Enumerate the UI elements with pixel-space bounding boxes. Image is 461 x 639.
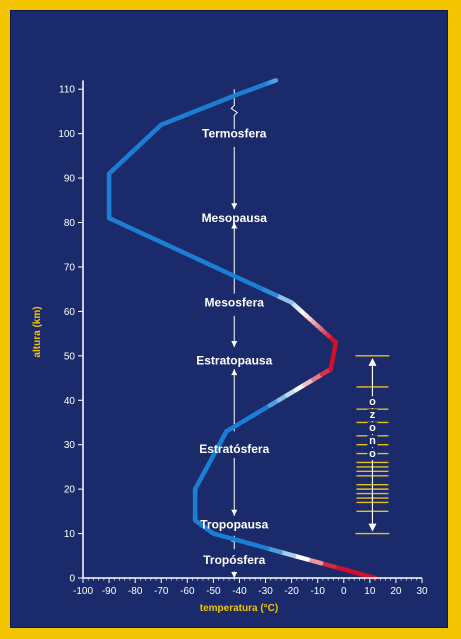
layer-label: Termosfera xyxy=(202,127,267,141)
temperature-profile-segment xyxy=(332,564,351,573)
ozone-letter: o xyxy=(369,448,376,460)
temperature-profile-segment xyxy=(213,265,234,277)
layer-label: Mesosfera xyxy=(205,296,265,310)
x-tick-label: -20 xyxy=(284,586,299,597)
temperature-profile-segment xyxy=(198,258,218,270)
ozone-letter-bg xyxy=(367,448,378,461)
x-tick-label: -30 xyxy=(258,586,273,597)
temperature-profile-segment xyxy=(224,535,243,544)
altitude-guide-arrow-down xyxy=(231,509,238,516)
altitude-guide-arrow-down xyxy=(231,340,238,347)
temperature-profile-segment xyxy=(167,243,188,256)
x-tick-label: 30 xyxy=(416,586,428,597)
x-tick-label: -100 xyxy=(73,586,93,597)
ozone-letter-bg xyxy=(367,396,378,409)
temperature-profile-segment xyxy=(274,293,294,305)
temperature-profile-segment xyxy=(152,236,173,249)
temperature-profile-segment xyxy=(258,286,279,298)
layer-label: Tropopausa xyxy=(200,518,268,532)
x-tick-label: -40 xyxy=(232,586,247,597)
x-tick-label: 10 xyxy=(364,586,376,597)
layer-label: Tropósfera xyxy=(203,553,265,567)
layer-label: Estratopausa xyxy=(196,353,272,367)
temperature-profile-segment xyxy=(182,251,203,263)
temperature-profile-segment xyxy=(270,78,279,84)
temperature-profile-segment xyxy=(243,279,264,291)
x-tick-label: -90 xyxy=(102,586,117,597)
altitude-guide-arrow-down xyxy=(231,572,238,578)
temperature-profile-segment xyxy=(122,222,142,235)
ozone-letter-bg xyxy=(367,435,378,448)
temperature-profile-segment xyxy=(265,546,283,555)
temperature-profile-segment xyxy=(137,229,157,242)
altitude-guide-arrow-up xyxy=(231,222,238,229)
axis-break-zigzag xyxy=(230,89,239,130)
temperature-profile-segment xyxy=(278,549,297,559)
temperature-profile-segment xyxy=(291,553,310,562)
x-tick-label: -70 xyxy=(154,586,169,597)
ozone-arrow-down xyxy=(368,523,377,532)
y-tick-label: 70 xyxy=(64,262,76,273)
y-tick-label: 20 xyxy=(64,485,76,496)
temperature-profile-segment xyxy=(238,538,257,547)
x-tick-label: -60 xyxy=(180,586,195,597)
ozone-letter: o xyxy=(369,422,376,434)
y-tick-label: 60 xyxy=(64,307,76,318)
x-tick-label: 20 xyxy=(390,586,402,597)
y-tick-label: 30 xyxy=(64,440,76,451)
ozone-letter-bg xyxy=(367,409,378,422)
y-tick-label: 0 xyxy=(69,574,75,585)
x-tick-label: -80 xyxy=(128,586,143,597)
x-tick-label: -10 xyxy=(310,586,325,597)
temperature-profile-segment xyxy=(318,560,337,570)
ozone-letter: n xyxy=(369,435,376,447)
x-tick-label: -50 xyxy=(206,586,221,597)
altitude-guide-arrow-up xyxy=(231,369,238,376)
x-axis-title: temperatura (°C) xyxy=(200,603,278,614)
layer-label: Estratósfera xyxy=(199,442,269,456)
y-axis-title: altura (km) xyxy=(32,306,43,357)
y-tick-label: 100 xyxy=(58,129,75,140)
x-tick-label: 0 xyxy=(341,586,347,597)
y-tick-label: 10 xyxy=(64,529,76,540)
layer-label: Mesopausa xyxy=(202,211,268,225)
y-tick-label: 40 xyxy=(64,396,76,407)
altitude-guide-arrow-down xyxy=(231,203,238,210)
ozone-arrow-up xyxy=(368,357,377,366)
y-tick-label: 90 xyxy=(64,174,76,185)
ozone-letter: o xyxy=(369,396,376,408)
y-tick-label: 50 xyxy=(64,351,76,362)
temperature-profile-segment xyxy=(211,531,230,540)
temperature-profile-segment xyxy=(106,215,127,228)
temperature-profile-segment xyxy=(345,568,364,577)
temperature-profile-segment xyxy=(251,542,270,551)
ozone-letter-bg xyxy=(367,422,378,435)
y-tick-label: 110 xyxy=(59,85,75,96)
ozone-letter: z xyxy=(370,409,376,421)
temperature-profile-segment xyxy=(305,557,324,566)
y-tick-label: 80 xyxy=(64,218,76,229)
temperature-profile-segment xyxy=(228,272,249,284)
